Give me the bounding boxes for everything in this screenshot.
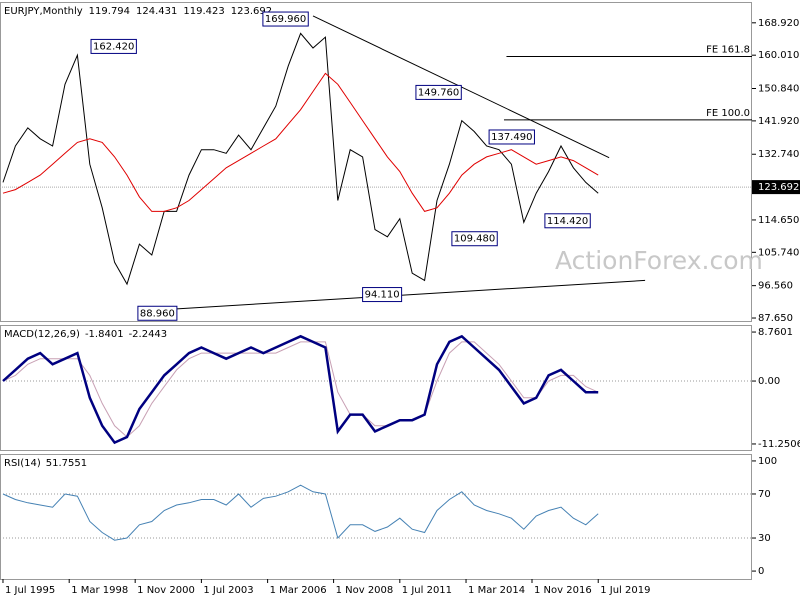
y-tick-label: 105.740 [758, 247, 799, 258]
annotation-label: 137.490 [491, 132, 532, 143]
x-tick-label: 1 Jul 1995 [5, 585, 55, 596]
annotation-box [415, 84, 462, 100]
panel-frame [0, 2, 752, 322]
x-tick-label: 1 Nov 2000 [137, 585, 195, 596]
annotation-label: 162.420 [93, 41, 134, 52]
panel-title-text: MACD(12,26,9) [4, 329, 80, 340]
fe-label: FE 161.8 [706, 44, 750, 55]
panel-title-text: EURJPY,Monthly [4, 6, 83, 17]
annotation-box [451, 231, 498, 247]
panel-title-text: RSI(14) [4, 458, 41, 469]
y-tick-label: 0 [758, 566, 764, 577]
series-line [2, 341, 599, 438]
x-tick-label: 1 Jul 2003 [203, 585, 253, 596]
y-tick-label: 141.920 [758, 116, 799, 127]
y-tick-label: 0.00 [758, 376, 780, 387]
annotation-box [90, 38, 137, 54]
annotation-label: 114.420 [547, 216, 588, 227]
ohlc-value: 119.794 [89, 6, 130, 17]
x-tick-label: 1 Nov 2008 [336, 585, 394, 596]
watermark: ActionForex.com [555, 246, 763, 275]
current-price-box [752, 180, 800, 195]
y-tick-label: 150.840 [758, 83, 799, 94]
y-tick-label: 132.740 [758, 149, 799, 160]
annotation-box [544, 213, 591, 229]
annotation-box [362, 287, 403, 303]
y-tick-label: 96.560 [758, 281, 793, 292]
y-tick-label: 100 [758, 456, 777, 467]
readout-value: -2.2443 [129, 329, 168, 340]
ohlc-value: 123.692 [231, 6, 272, 17]
annotation-label: 149.760 [418, 87, 459, 98]
readout-value: 51.7551 [46, 458, 87, 469]
readout-value: -1.8401 [85, 329, 124, 340]
x-tick-label: 1 Mar 2014 [468, 585, 525, 596]
y-tick-label: 70 [758, 489, 771, 500]
series-line [2, 334, 599, 445]
panel-frame [0, 454, 752, 580]
y-tick-label: 30 [758, 533, 771, 544]
annotation-label: 169.960 [265, 14, 306, 25]
x-tick-label: 1 Jul 2011 [402, 585, 452, 596]
y-tick-label: 168.920 [758, 18, 799, 29]
x-tick-label: 1 Jul 2019 [600, 585, 650, 596]
x-tick-label: 1 Nov 2016 [534, 585, 592, 596]
annotation-label: 94.110 [365, 290, 400, 301]
y-tick-label: 160.010 [758, 50, 799, 61]
y-tick-label: 114.650 [758, 215, 799, 226]
annotation-label: 88.960 [140, 308, 175, 319]
panel-title: EURJPY,Monthly 119.794 124.431 119.423 123.6… [4, 6, 272, 17]
y-tick-label: 87.650 [758, 313, 793, 324]
ohlc-value: 119.423 [183, 6, 224, 17]
annotation-box [262, 11, 309, 27]
panel-title: RSI(14) 51.7551 [4, 458, 87, 469]
series-line [2, 72, 599, 212]
series-line [2, 484, 599, 541]
ohlc-value: 124.431 [136, 6, 177, 17]
annotation-label: 109.480 [454, 234, 495, 245]
y-tick-label: 8.7601 [758, 327, 793, 338]
x-tick-label: 1 Mar 2006 [270, 585, 327, 596]
current-price-label: 123.692 [758, 182, 799, 193]
annotation-box [488, 129, 535, 145]
series-line [2, 32, 599, 286]
x-tick-label: 1 Mar 1998 [71, 585, 128, 596]
annotation-box [137, 305, 178, 321]
panel-frame [0, 325, 752, 451]
fe-label: FE 100.0 [706, 108, 750, 119]
panel-title: MACD(12,26,9) -1.8401 -2.2443 [4, 329, 167, 340]
y-tick-label: -11.2506 [758, 439, 800, 450]
